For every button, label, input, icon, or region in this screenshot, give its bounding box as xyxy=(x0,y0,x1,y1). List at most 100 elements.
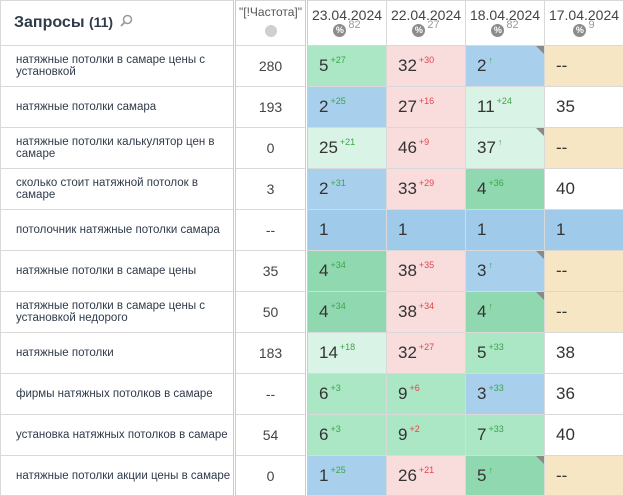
position-change: +33 xyxy=(488,342,504,352)
position-cell[interactable]: 9 +2 xyxy=(386,414,466,456)
search-icon[interactable] xyxy=(119,14,133,32)
percent-icon: % xyxy=(412,24,426,37)
queries-title: Запросы xyxy=(14,14,85,32)
position-cell[interactable]: 35 xyxy=(544,86,623,128)
query-text[interactable]: натяжные потолки акции цены в самаре xyxy=(0,455,236,496)
position-cell[interactable]: 38 xyxy=(544,332,623,374)
position-cell[interactable]: 40 xyxy=(544,414,623,456)
position-change: +2 xyxy=(409,424,420,434)
position-cell[interactable]: 7 +33 xyxy=(465,414,545,456)
position-cell[interactable]: -- xyxy=(544,45,623,87)
position-cell[interactable]: 1 xyxy=(386,209,466,251)
position-change: ↑ xyxy=(488,260,493,270)
position-cell[interactable]: -- xyxy=(544,250,623,292)
position-cell[interactable]: 4 +34 xyxy=(306,250,387,292)
position-cell[interactable]: 4 ↑ xyxy=(465,291,545,333)
query-text[interactable]: натяжные потолки в самаре цены xyxy=(0,250,236,292)
position-cell[interactable]: 5 +27 xyxy=(306,45,387,87)
position-value: 3 xyxy=(477,384,487,403)
position-cell[interactable]: 14 +18 xyxy=(306,332,387,374)
query-text[interactable]: сколько стоит натяжной потолок в самаре xyxy=(0,168,236,210)
position-cell[interactable]: 33 +29 xyxy=(386,168,466,210)
frequency-label: "[!Частота]" xyxy=(239,5,302,19)
position-cell[interactable]: 2 ↑ xyxy=(465,45,545,87)
position-cell[interactable]: -- xyxy=(544,127,623,169)
position-cell[interactable]: 3 +33 xyxy=(465,373,545,415)
position-cell[interactable]: 25 +21 xyxy=(306,127,387,169)
position-cell[interactable]: 5 +33 xyxy=(465,332,545,374)
date-column-header[interactable]: 23.04.2024 % 82 xyxy=(306,0,387,46)
position-cell[interactable]: 6 +3 xyxy=(306,414,387,456)
position-cell[interactable]: 36 xyxy=(544,373,623,415)
position-cell[interactable]: 2 +31 xyxy=(306,168,387,210)
position-change: +16 xyxy=(418,96,435,106)
position-value: 38 xyxy=(556,343,575,362)
date-sub-value: 82 xyxy=(348,19,361,32)
position-value: 36 xyxy=(556,384,575,403)
date-column-header[interactable]: 18.04.2024 % 82 xyxy=(465,0,545,46)
position-cell[interactable]: 9 +6 xyxy=(386,373,466,415)
position-cell[interactable]: 11 +24 xyxy=(465,86,545,128)
date-column-header[interactable]: 17.04.2024 % 9 xyxy=(544,0,623,46)
position-cell[interactable]: 1 xyxy=(306,209,387,251)
date-sub-value: 27 xyxy=(427,19,440,32)
position-value: 2 xyxy=(477,56,487,75)
position-change: +31 xyxy=(330,178,346,188)
position-cell[interactable]: 1 +25 xyxy=(306,455,387,496)
frequency-value: 193 xyxy=(234,86,308,128)
position-cell[interactable]: 38 +34 xyxy=(386,291,466,333)
query-text[interactable]: натяжные потолки xyxy=(0,332,236,374)
query-text[interactable]: установка натяжных потолков в самаре xyxy=(0,414,236,456)
position-change: +36 xyxy=(488,178,504,188)
table-row: натяжные потолки в самаре цены с установ… xyxy=(0,45,623,87)
corner-marker-icon xyxy=(536,292,544,300)
position-cell[interactable]: 32 +27 xyxy=(386,332,466,374)
query-text[interactable]: фирмы натяжных потолков в самаре xyxy=(0,373,236,415)
position-cell[interactable]: 2 +25 xyxy=(306,86,387,128)
query-text[interactable]: натяжные потолки самара xyxy=(0,86,236,128)
position-cell[interactable]: -- xyxy=(544,455,623,496)
queries-count: (11) xyxy=(88,14,114,31)
position-value: 25 xyxy=(319,138,338,157)
position-value: 14 xyxy=(319,343,338,362)
position-change: +34 xyxy=(418,301,435,311)
position-value: 26 xyxy=(398,465,417,485)
position-cell[interactable]: 37 ↑ xyxy=(465,127,545,169)
position-cell[interactable]: 40 xyxy=(544,168,623,210)
position-value: 35 xyxy=(556,97,575,116)
position-cell[interactable]: 26 +21 xyxy=(386,455,466,496)
position-cell[interactable]: 27 +16 xyxy=(386,86,466,128)
position-change: +35 xyxy=(418,260,435,270)
position-value: 46 xyxy=(398,138,417,157)
query-text[interactable]: натяжные потолки в самаре цены с установ… xyxy=(0,291,236,333)
percent-icon: % xyxy=(491,24,505,37)
date-label: 17.04.2024 xyxy=(548,7,620,23)
position-value: 5 xyxy=(477,343,487,362)
queries-column-header[interactable]: Запросы (11) xyxy=(0,0,236,46)
frequency-value: -- xyxy=(234,373,308,415)
corner-marker-icon xyxy=(536,128,544,136)
position-value: 38 xyxy=(398,302,417,321)
position-cell[interactable]: -- xyxy=(544,291,623,333)
frequency-column-header[interactable]: "[!Частота]" xyxy=(234,0,308,46)
date-column-header[interactable]: 22.04.2024 % 27 xyxy=(386,0,466,46)
query-text[interactable]: натяжные потолки калькулятор цен в самар… xyxy=(0,127,236,169)
position-cell[interactable]: 38 +35 xyxy=(386,250,466,292)
position-cell[interactable]: 4 +36 xyxy=(465,168,545,210)
position-cell[interactable]: 32 +30 xyxy=(386,45,466,87)
query-text[interactable]: натяжные потолки в самаре цены с установ… xyxy=(0,45,236,87)
position-cell[interactable]: 1 xyxy=(544,209,623,251)
position-cell[interactable]: 46 +9 xyxy=(386,127,466,169)
position-cell[interactable]: 1 xyxy=(465,209,545,251)
position-change: +6 xyxy=(409,383,420,393)
position-cell[interactable]: 5 ↑ xyxy=(465,455,545,496)
position-cell[interactable]: 6 +3 xyxy=(306,373,387,415)
position-value: 1 xyxy=(319,465,329,485)
date-label: 18.04.2024 xyxy=(469,7,541,23)
position-cell[interactable]: 3 ↑ xyxy=(465,250,545,292)
position-value: 32 xyxy=(398,56,417,75)
position-cell[interactable]: 4 +34 xyxy=(306,291,387,333)
position-value: 5 xyxy=(477,465,487,485)
table-row: натяжные потолки калькулятор цен в самар… xyxy=(0,127,623,169)
query-text[interactable]: потолочник натяжные потолки самара xyxy=(0,209,236,251)
